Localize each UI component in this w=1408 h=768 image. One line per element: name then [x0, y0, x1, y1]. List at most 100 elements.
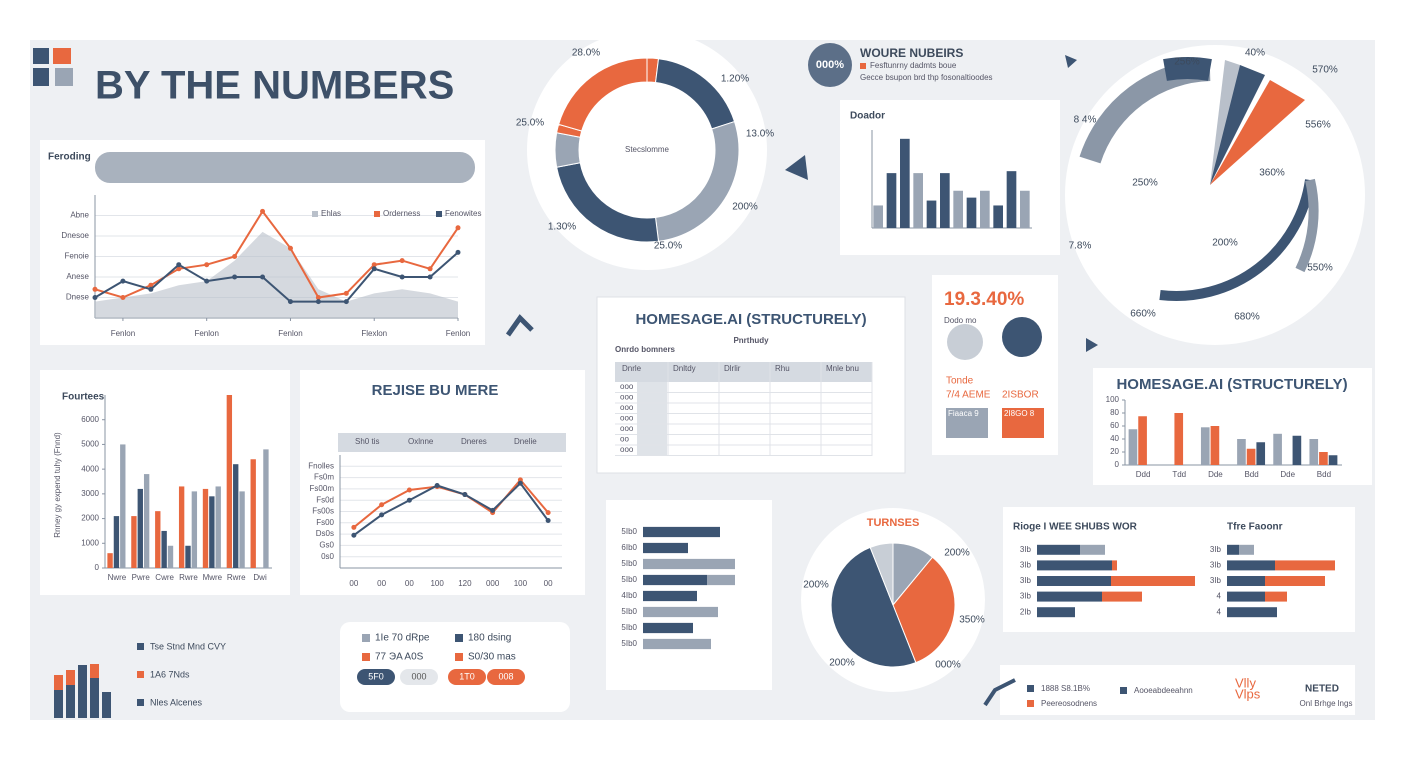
bar — [263, 449, 269, 568]
bar — [993, 205, 1003, 228]
x-tick-label: Ddd — [1136, 470, 1151, 479]
chart-title: Rioge I WEE SHUBS WOR — [1013, 522, 1138, 533]
y-tick-label: Fs00m — [310, 484, 335, 493]
y-tick-label: Dnesoe — [61, 231, 89, 240]
x-tick-label: Mwre — [203, 573, 223, 582]
mini-bar — [54, 675, 63, 690]
point — [351, 524, 357, 530]
point — [232, 254, 238, 259]
slice-label: 1.30% — [548, 222, 576, 233]
x-tick-label: 100 — [514, 579, 528, 588]
slice-label: 25.0% — [516, 118, 544, 129]
bar — [120, 444, 126, 568]
header-label: Sh0 tis — [355, 437, 379, 446]
slice — [869, 542, 894, 606]
triangle — [1065, 55, 1077, 68]
slice — [558, 57, 648, 132]
legend-swatch — [137, 671, 144, 678]
fan-wedge — [1210, 80, 1305, 185]
legend-swatch — [455, 653, 463, 661]
point — [427, 266, 433, 272]
kpi-small: Dodo mo — [944, 316, 977, 325]
bar — [1319, 452, 1328, 465]
y-tick-label: 2Ib — [1020, 607, 1032, 616]
bar — [1037, 576, 1111, 586]
point — [260, 274, 266, 280]
pill-label: 1T0 — [459, 671, 475, 681]
y-tick-label: 5Ib0 — [621, 639, 637, 648]
chart-title: Tfre Faoonr — [1227, 522, 1283, 533]
bar — [1138, 416, 1147, 465]
header-label: Dneres — [461, 437, 487, 446]
column-header: Rhu — [775, 364, 790, 373]
point — [379, 502, 385, 508]
block-text: Gecce bsupon brd thp fosonaltioodes — [860, 73, 993, 82]
fan-wedge — [1210, 60, 1240, 185]
point — [343, 299, 349, 305]
legend-swatch — [1027, 685, 1034, 692]
point — [287, 299, 293, 305]
y-tick-label: Fs0d — [316, 495, 334, 504]
footer-title: NETED — [1305, 684, 1339, 695]
legend-swatch — [362, 653, 370, 661]
x-tick-label: Fenlon — [278, 329, 302, 338]
y-tick-label: Dnese — [66, 293, 90, 302]
mini-bar — [90, 664, 99, 678]
pill — [400, 669, 438, 685]
point — [232, 274, 238, 280]
fan-backdrop — [1065, 45, 1365, 345]
y-tick-label: 2000 — [81, 514, 99, 523]
chart-title: Doador — [850, 111, 885, 122]
bar — [185, 545, 191, 568]
header-bar — [95, 152, 475, 183]
column-header: Dlrlir — [724, 364, 741, 373]
y-tick-label: 1000 — [81, 538, 99, 547]
legend-label: Orderness — [383, 209, 420, 218]
kpi-box — [946, 408, 988, 438]
bar — [143, 474, 150, 568]
y-tick-label: 0 — [95, 563, 100, 572]
bar — [1227, 560, 1275, 571]
legend-label: 77 ЭA A0S — [375, 652, 424, 663]
x-tick-label: Rwre — [227, 573, 246, 582]
chart-title: Fourtees — [62, 392, 105, 403]
point — [455, 249, 461, 255]
point — [260, 208, 266, 214]
x-tick-label: Flexlon — [361, 329, 387, 338]
slice — [554, 132, 581, 168]
page-title: BY THE NUMBERS — [95, 64, 454, 108]
bar — [1037, 607, 1075, 618]
x-tick-label: 120 — [458, 579, 472, 588]
legend-label: 1Ie 70 dRpe — [375, 633, 430, 644]
fan-label: 7.8% — [1069, 241, 1092, 252]
table-title: HOMESAGE.AI (STRUCTURELY) — [635, 311, 866, 328]
fan-label: 660% — [1130, 309, 1156, 320]
bar — [239, 491, 245, 568]
x-tick-label: Pwre — [132, 573, 151, 582]
y-tick-label: 3Ib — [1020, 545, 1032, 554]
bar — [1265, 576, 1325, 586]
table-header — [615, 362, 872, 382]
bar — [643, 606, 718, 618]
x-tick-label: Dde — [1208, 470, 1223, 479]
y-tick-label: 3Ib — [1020, 576, 1032, 585]
point — [490, 507, 496, 513]
kpi-line: 7/4 AEME — [946, 390, 991, 401]
y-tick-label: 4 — [1217, 592, 1222, 601]
brand-text: Vlps — [1235, 686, 1261, 701]
slice-label: 200% — [829, 658, 855, 669]
x-tick-label: 000 — [486, 579, 500, 588]
y-tick-label: Anese — [66, 272, 89, 281]
slice-label: 13.0% — [746, 129, 774, 140]
pill-label: 000 — [411, 671, 426, 681]
slice-label: 200% — [944, 548, 970, 559]
bar — [926, 200, 937, 228]
y-tick-label: 3Ib — [1020, 592, 1032, 601]
x-tick-label: Rwre — [179, 573, 198, 582]
bar — [155, 511, 161, 568]
footer-sub: Onl Brhge lngs — [1300, 699, 1353, 708]
y-tick-label: 4000 — [81, 464, 99, 473]
bar — [1273, 433, 1282, 465]
x-tick-label: Nwre — [108, 573, 127, 582]
